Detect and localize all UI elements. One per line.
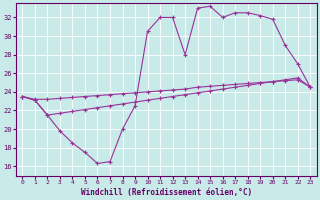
X-axis label: Windchill (Refroidissement éolien,°C): Windchill (Refroidissement éolien,°C) — [81, 188, 252, 197]
